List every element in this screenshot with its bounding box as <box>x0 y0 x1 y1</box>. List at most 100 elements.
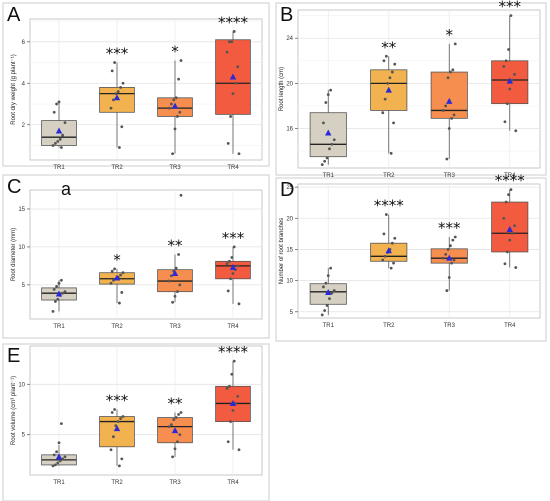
data-point <box>120 125 124 129</box>
x-tick-label: TR4 <box>227 165 239 171</box>
data-point <box>449 244 452 248</box>
x-tick-label: TR3 <box>169 480 181 486</box>
data-point <box>237 152 241 156</box>
data-point <box>176 115 179 118</box>
data-point <box>383 97 387 101</box>
mean-marker <box>55 453 63 460</box>
data-point <box>112 278 115 282</box>
data-point <box>229 115 233 118</box>
data-point <box>390 70 394 74</box>
x-tick-label: TR2 <box>383 323 395 329</box>
data-point <box>60 278 63 282</box>
data-point <box>109 281 113 285</box>
data-point <box>179 411 183 414</box>
data-point <box>508 87 512 91</box>
data-point <box>172 418 176 421</box>
data-point <box>171 455 175 459</box>
x-tick-label: TR2 <box>111 324 123 330</box>
data-point <box>119 273 122 277</box>
data-point <box>509 14 513 18</box>
data-point <box>329 266 333 270</box>
data-point <box>513 72 516 76</box>
data-point <box>121 81 125 85</box>
data-point <box>116 90 120 93</box>
mean-marker <box>171 102 179 109</box>
data-point <box>63 121 67 125</box>
data-point <box>56 139 60 143</box>
data-point <box>174 416 178 419</box>
data-point <box>234 81 237 85</box>
data-point <box>386 81 389 85</box>
y-axis-label: Root dry weight (g plant⁻¹) <box>11 54 17 125</box>
data-point <box>446 76 450 80</box>
data-point <box>177 77 181 81</box>
data-point <box>119 86 122 89</box>
significance-label: **** <box>374 197 405 215</box>
data-point <box>328 297 331 301</box>
y-tick-label: 10 <box>286 279 293 285</box>
data-point <box>444 253 448 256</box>
y-tick-label: 15 <box>286 247 293 253</box>
data-point <box>320 313 324 317</box>
data-point <box>110 269 114 273</box>
y-tick-label: 5 <box>22 283 26 289</box>
x-tick-label: TR1 <box>53 480 65 486</box>
data-point <box>503 262 507 266</box>
data-point <box>171 152 175 156</box>
mean-marker <box>446 97 453 104</box>
data-point <box>450 261 454 265</box>
panel-letter: C <box>7 176 21 198</box>
data-point <box>57 281 61 285</box>
panel-letter: A <box>7 4 21 26</box>
x-tick-label: TR2 <box>111 480 123 486</box>
mean-marker <box>229 73 237 80</box>
mean-marker <box>171 427 179 434</box>
x-tick-label: TR1 <box>53 165 65 171</box>
data-point <box>113 408 116 411</box>
x-tick-label: TR2 <box>111 165 123 171</box>
significance-label: ** <box>168 395 184 413</box>
data-point <box>393 236 397 240</box>
data-point <box>451 238 455 242</box>
data-point <box>390 241 394 245</box>
data-point <box>54 463 57 467</box>
mean-marker <box>506 225 513 232</box>
data-point <box>228 384 231 388</box>
data-point <box>178 433 182 437</box>
data-point <box>326 93 330 97</box>
data-point <box>173 127 177 131</box>
data-point <box>176 290 179 294</box>
mean-marker <box>171 269 179 276</box>
data-point <box>226 289 230 293</box>
data-point <box>392 261 395 265</box>
data-point <box>446 248 450 251</box>
data-point <box>382 59 386 63</box>
data-point <box>63 290 67 294</box>
data-point <box>447 276 451 279</box>
data-point <box>52 453 56 457</box>
data-point <box>237 448 241 452</box>
data-point <box>51 310 55 313</box>
x-tick-label: TR3 <box>169 165 181 171</box>
data-point <box>505 102 509 106</box>
data-point <box>509 188 513 192</box>
data-point <box>447 127 451 130</box>
data-point <box>229 277 233 281</box>
data-point <box>381 258 385 262</box>
data-point <box>384 213 388 216</box>
panel-letter: D <box>280 179 294 201</box>
data-point <box>322 121 325 125</box>
data-point <box>118 464 121 468</box>
data-point <box>228 40 231 44</box>
x-tick-label: TR3 <box>444 323 456 329</box>
data-point <box>330 142 334 146</box>
y-tick-label: 20 <box>286 81 293 87</box>
data-point <box>52 288 56 291</box>
significance-label: **** <box>495 172 526 190</box>
significance-label: *** <box>222 229 245 247</box>
significance-label: *** <box>499 0 522 16</box>
y-axis-label: Root length (cm) <box>279 67 285 111</box>
data-point <box>389 266 393 270</box>
y-tick-label: 16 <box>286 127 293 133</box>
